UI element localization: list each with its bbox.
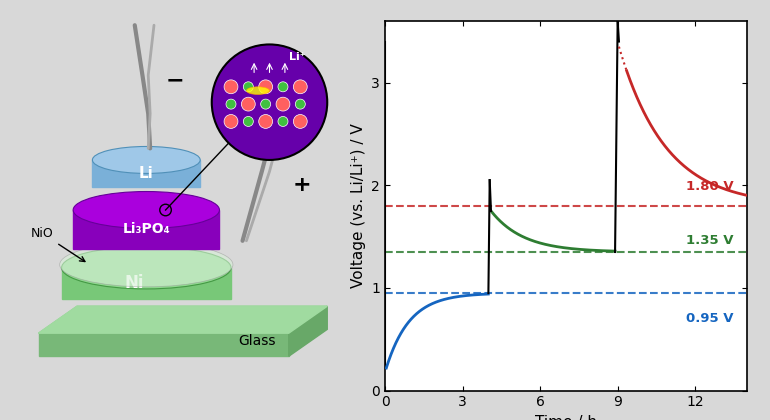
Text: −: − [166,71,184,91]
Text: Glass: Glass [239,334,276,348]
Circle shape [224,80,238,94]
Text: Ni: Ni [125,274,145,292]
Text: Li: Li [139,166,154,181]
X-axis label: Time / h: Time / h [535,415,597,420]
Polygon shape [62,268,231,299]
Polygon shape [289,306,327,356]
Circle shape [296,99,305,109]
Polygon shape [73,210,219,249]
Text: Li₃PO₄: Li₃PO₄ [122,222,170,236]
Text: +: + [293,175,311,195]
Text: 1.35 V: 1.35 V [687,234,734,247]
Circle shape [278,116,288,126]
Text: Li⁺: Li⁺ [289,52,306,62]
Circle shape [243,82,253,92]
Polygon shape [38,306,327,333]
Circle shape [259,80,273,94]
Ellipse shape [73,192,219,228]
Polygon shape [38,333,289,356]
Y-axis label: Voltage (vs. Li/Li⁺) / V: Voltage (vs. Li/Li⁺) / V [350,123,366,288]
Ellipse shape [246,87,270,94]
Text: 0.95 V: 0.95 V [687,312,734,325]
Text: 1.80 V: 1.80 V [686,181,734,194]
Circle shape [224,115,238,129]
Circle shape [243,116,253,126]
Circle shape [293,80,307,94]
Ellipse shape [59,242,233,287]
Circle shape [293,115,307,129]
Ellipse shape [92,147,200,173]
Circle shape [226,99,236,109]
Circle shape [260,99,271,109]
Circle shape [276,97,290,111]
Ellipse shape [62,247,231,289]
Circle shape [242,97,256,111]
Circle shape [278,82,288,92]
Text: NiO: NiO [31,227,85,262]
Circle shape [212,45,327,160]
Polygon shape [38,306,327,333]
Circle shape [259,115,273,129]
Polygon shape [92,160,200,187]
